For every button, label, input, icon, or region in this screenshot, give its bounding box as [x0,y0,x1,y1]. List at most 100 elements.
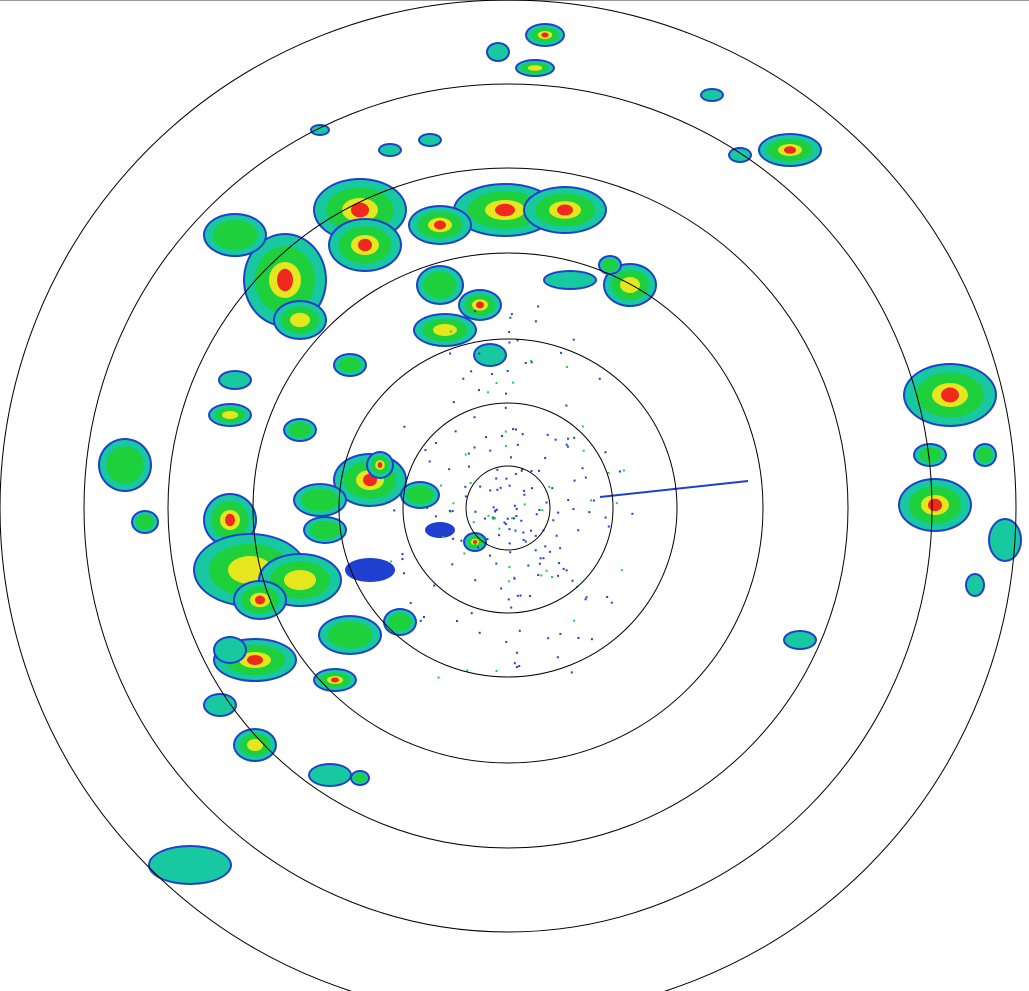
clutter-speckle [520,519,523,522]
echo-cell [358,238,372,252]
clutter-speckle [558,562,561,565]
echo-cell [377,462,383,468]
echo-cell [150,847,230,883]
clutter-speckle [545,501,548,504]
clutter-speckle [551,487,554,490]
echo-cell [918,447,942,463]
clutter-speckle [516,651,519,654]
clutter-speckle [462,377,465,380]
clutter-speckle [495,669,498,672]
clutter-speckle [484,436,487,439]
clutter-speckle [472,521,475,524]
clutter-speckle [498,534,501,537]
range-ring [465,465,551,551]
clutter-speckle [495,562,498,565]
echo-cell [312,126,328,134]
echo-cell [277,268,293,292]
clutter-speckle [493,517,496,520]
echo-cell [247,655,263,665]
echo-cell [327,621,373,649]
clutter-speckle [610,601,613,604]
clutter-speckle [490,373,493,376]
clutter-speckle [401,558,404,561]
clutter-speckle [464,485,467,488]
echo-cell [290,312,310,328]
clutter-speckle [565,443,568,446]
clutter-speckle [530,359,533,362]
clutter-speckle [530,470,533,473]
echo-cell [784,146,796,154]
clutter-speckle [496,468,499,471]
echo-cell [488,44,508,60]
clutter-speckle [477,389,480,392]
clutter-speckle [428,460,431,463]
clutter-speckle [522,538,525,541]
clutter-speckle [486,538,489,541]
clutter-speckle [434,515,437,518]
clutter-speckle [522,531,525,534]
clutter-speckle [584,598,587,601]
echo-cell [928,498,942,512]
clutter-speckle [507,598,510,601]
clutter-speckle [518,629,521,632]
echo-cell [420,135,440,145]
clutter-speckle [450,526,453,529]
clutter-speckle [438,528,441,531]
clutter-speckle [530,361,533,364]
clutter-speckle [479,485,482,488]
clutter-speckle [467,452,470,455]
clutter-speckle [401,553,404,556]
echo-cell [785,632,815,648]
clutter-speckle [474,579,477,582]
clutter-speckle [505,392,508,395]
clutter-speckle [512,381,515,384]
clutter-speckle [426,506,429,509]
clutter-speckle [548,485,551,488]
echo-cell [434,220,446,230]
clutter-speckle [607,471,610,474]
echo-cell [310,765,350,785]
echo-cell [730,149,750,161]
clutter-speckle [521,433,524,436]
clutter-speckle [512,428,515,431]
clutter-speckle [470,370,473,373]
clutter-speckle [468,465,471,468]
clutter-speckle [440,484,443,487]
clutter-speckle [451,510,454,513]
clutter-speckle [510,606,513,609]
clutter-speckle [505,477,508,480]
clutter-speckle [577,636,580,639]
clutter-speckle [538,562,541,565]
echo-cell [212,220,258,250]
clutter-speckle [523,493,526,496]
echo-cell [941,387,959,403]
clutter-speckle [449,330,452,333]
clutter-speckle [566,437,569,440]
echo-cell [433,324,457,336]
clutter-speckle [474,543,477,546]
clutter-speckle [588,511,591,514]
clutter-speckle [402,572,405,575]
clutter-speckle [535,513,538,516]
range-ring [402,402,614,614]
clutter-speckle [592,499,595,502]
clutter-speckle [565,404,568,407]
range-ring [83,83,933,933]
clutter-speckle [572,508,575,511]
echo-cell [541,32,549,38]
clutter-speckle [518,665,521,668]
clutter-speckle [551,576,554,579]
clutter-speckle [514,529,517,532]
clutter-speckle [524,362,527,365]
clutter-speckle [466,669,469,672]
clutter-speckle [524,540,527,543]
clutter-speckle [504,522,507,525]
clutter-speckle [508,566,511,569]
clutter-speckle [534,320,537,323]
clutter-speckle [571,579,574,582]
clutter-speckle [422,616,425,619]
echo-cell [301,488,339,512]
clutter-speckle [540,574,543,577]
clutter-speckle [435,442,438,445]
